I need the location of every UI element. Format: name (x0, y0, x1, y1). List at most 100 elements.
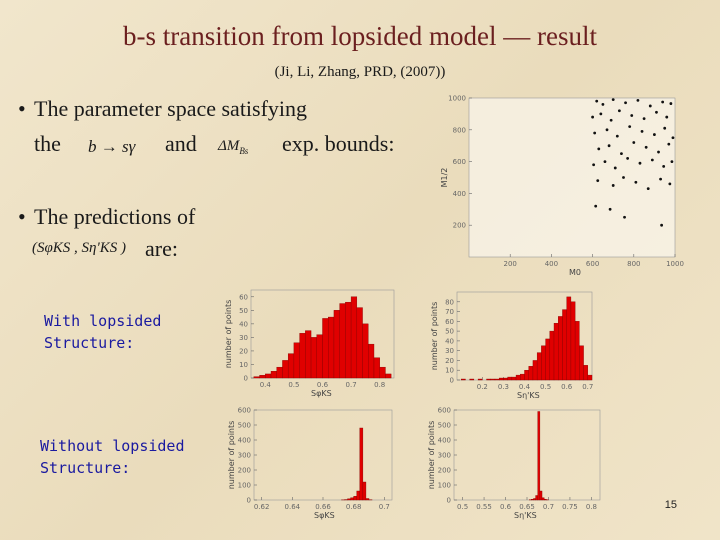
x-tick-label: 0.65 (519, 503, 535, 511)
y-tick-label: 300 (238, 452, 251, 460)
bar (328, 316, 335, 379)
bar (528, 366, 534, 381)
bullet-text: are: (145, 236, 178, 261)
plot-frame (468, 97, 676, 258)
formula: b → sγ (88, 137, 137, 156)
y-tick-label: 0 (447, 497, 451, 505)
x-tick-label: 0.5 (457, 503, 468, 511)
bar (574, 321, 580, 381)
bullet-text: and (165, 131, 197, 156)
bar (537, 411, 541, 501)
y-tick-label: 20 (239, 347, 248, 355)
bar (253, 376, 260, 379)
bar (570, 301, 576, 381)
x-tick-label: 0.5 (288, 381, 299, 389)
x-tick-label: 0.6 (500, 503, 512, 511)
bar (566, 296, 572, 381)
point (636, 98, 640, 102)
bar (362, 323, 369, 379)
bar (583, 365, 588, 381)
point (646, 187, 650, 191)
point (601, 102, 605, 106)
y-tick-label: 60 (445, 318, 454, 326)
bar (270, 371, 277, 379)
x-tick-label: 0.4 (519, 383, 531, 391)
formula-main: ΔM (217, 138, 241, 154)
bar (486, 378, 491, 381)
bar (532, 360, 538, 381)
x-tick-label: 0.68 (346, 503, 362, 511)
y-tick-label: 30 (445, 347, 454, 355)
bar (535, 495, 538, 501)
point (611, 184, 615, 187)
x-axis-label: M0 (569, 268, 581, 277)
bar (362, 481, 367, 501)
bar (536, 352, 542, 381)
bar (379, 366, 386, 379)
point (605, 128, 609, 132)
bar (310, 337, 317, 379)
x-tick-label: 0.55 (476, 503, 492, 511)
point (663, 126, 667, 130)
bullet: • (18, 96, 26, 121)
formula: (SφKS , Sη'KS ) (32, 240, 126, 256)
point (611, 98, 615, 101)
y-tick-label: 100 (238, 482, 251, 490)
bar (353, 496, 357, 501)
bar (305, 330, 312, 379)
bar (477, 378, 483, 381)
bar (545, 338, 551, 381)
slide-title: b-s transition from lopsided model — res… (123, 21, 597, 51)
bar (365, 498, 370, 501)
point (659, 177, 662, 181)
x-axis-label: Sη'KS (514, 511, 537, 520)
point (608, 207, 612, 211)
bar (359, 427, 364, 501)
x-tick-label: 0.6 (561, 383, 573, 391)
point (655, 110, 658, 114)
bar (259, 375, 266, 379)
plot-frame (453, 409, 601, 501)
point (657, 150, 660, 154)
point (644, 145, 648, 149)
point (599, 112, 603, 116)
point (668, 182, 672, 186)
y-tick-label: 400 (238, 437, 251, 445)
bar (461, 378, 466, 381)
y-tick-label: 500 (438, 422, 451, 430)
bar (507, 376, 513, 381)
bar (350, 296, 358, 379)
bar (490, 378, 496, 381)
y-tick-label: 50 (239, 307, 248, 315)
bar (543, 499, 547, 501)
bar (562, 309, 567, 381)
x-tick-label: 800 (627, 260, 640, 268)
bar (549, 330, 555, 381)
point (595, 99, 599, 103)
x-tick-label: 0.3 (498, 383, 509, 391)
x-tick-label: 0.7 (346, 381, 357, 389)
bullet: • (18, 204, 26, 229)
x-tick-label: 0.66 (315, 503, 331, 511)
bar (541, 497, 545, 501)
point (670, 160, 674, 164)
label: With lopsided (44, 312, 161, 330)
bar (553, 323, 559, 381)
x-tick-label: 0.4 (260, 381, 272, 389)
point (669, 102, 673, 105)
point (624, 101, 627, 105)
point (622, 176, 625, 179)
bar (587, 374, 593, 381)
x-tick-label: 200 (504, 260, 517, 268)
y-tick-label: 600 (438, 407, 451, 415)
point (620, 152, 623, 156)
y-tick-label: 0 (450, 377, 454, 385)
bar (373, 357, 380, 379)
y-tick-label: 100 (438, 482, 451, 490)
y-tick-label: 70 (445, 308, 454, 316)
y-axis-label: number of points (224, 300, 233, 369)
y-tick-label: 200 (438, 467, 451, 475)
point (630, 114, 634, 117)
bar (579, 345, 584, 381)
point (603, 160, 607, 164)
